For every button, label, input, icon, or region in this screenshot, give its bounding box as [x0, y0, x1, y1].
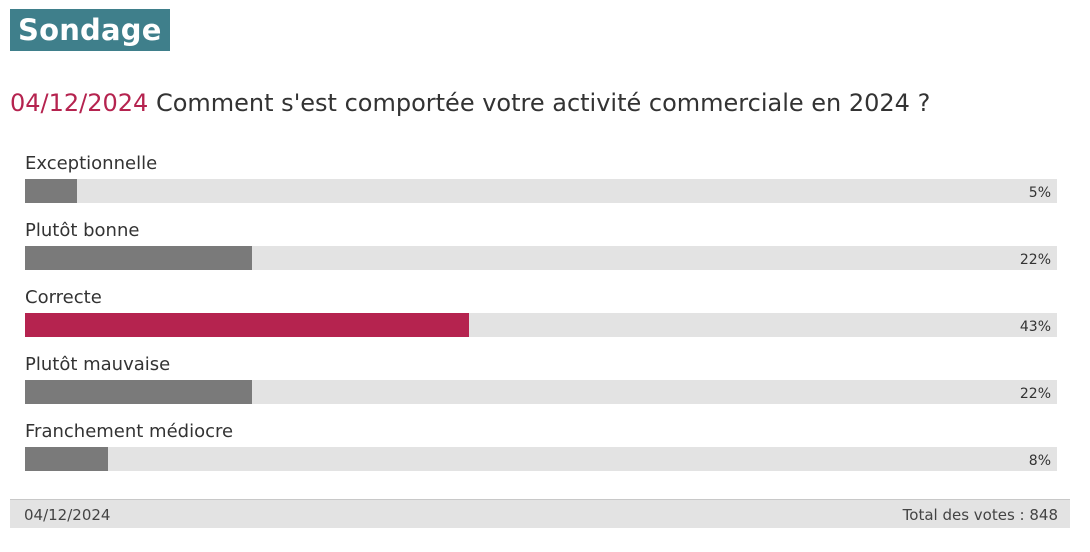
result-bar-track: 5% [25, 179, 1057, 203]
poll-options: Exceptionnelle 5% Plutôt bonne 22% Corre… [25, 148, 1057, 483]
result-bar-track: 8% [25, 447, 1057, 471]
poll-question: 04/12/2024 Comment s'est comportée votre… [10, 86, 1070, 120]
option-label: Correcte [25, 287, 102, 308]
option-label: Plutôt mauvaise [25, 354, 171, 375]
result-bar-track: 22% [25, 246, 1057, 270]
result-bar-track: 22% [25, 380, 1057, 404]
option-percent: 22% [1019, 386, 1051, 402]
footer-date: 04/12/2024 [24, 506, 111, 524]
option-percent: 22% [1019, 252, 1051, 268]
poll-option-franchement-mediocre[interactable]: Franchement médiocre 8% [25, 416, 1057, 483]
result-bar-fill [25, 179, 77, 203]
question-text: Comment s'est comportée votre activité c… [155, 89, 931, 117]
result-bar-fill [25, 246, 253, 270]
result-bar-fill [25, 447, 108, 471]
vote-total: Total des votes : 848 [902, 506, 1058, 524]
poll-option-exceptionnelle[interactable]: Exceptionnelle 5% [25, 148, 1057, 215]
option-percent: 8% [1028, 453, 1051, 469]
result-bar-fill [25, 313, 469, 337]
poll-option-plutot-mauvaise[interactable]: Plutôt mauvaise 22% [25, 349, 1057, 416]
option-label: Exceptionnelle [25, 153, 158, 174]
question-date: 04/12/2024 [10, 89, 149, 117]
option-label: Plutôt bonne [25, 220, 140, 241]
result-bar-fill [25, 380, 253, 404]
poll-option-plutot-bonne[interactable]: Plutôt bonne 22% [25, 215, 1057, 282]
result-bar-track: 43% [25, 313, 1057, 337]
option-percent: 5% [1028, 185, 1051, 201]
option-label: Franchement médiocre [25, 421, 234, 442]
poll-footer: 04/12/2024 Total des votes : 848 [10, 499, 1070, 528]
option-percent: 43% [1019, 319, 1051, 335]
poll-option-correcte[interactable]: Correcte 43% [25, 282, 1057, 349]
poll-badge: Sondage [10, 9, 170, 51]
